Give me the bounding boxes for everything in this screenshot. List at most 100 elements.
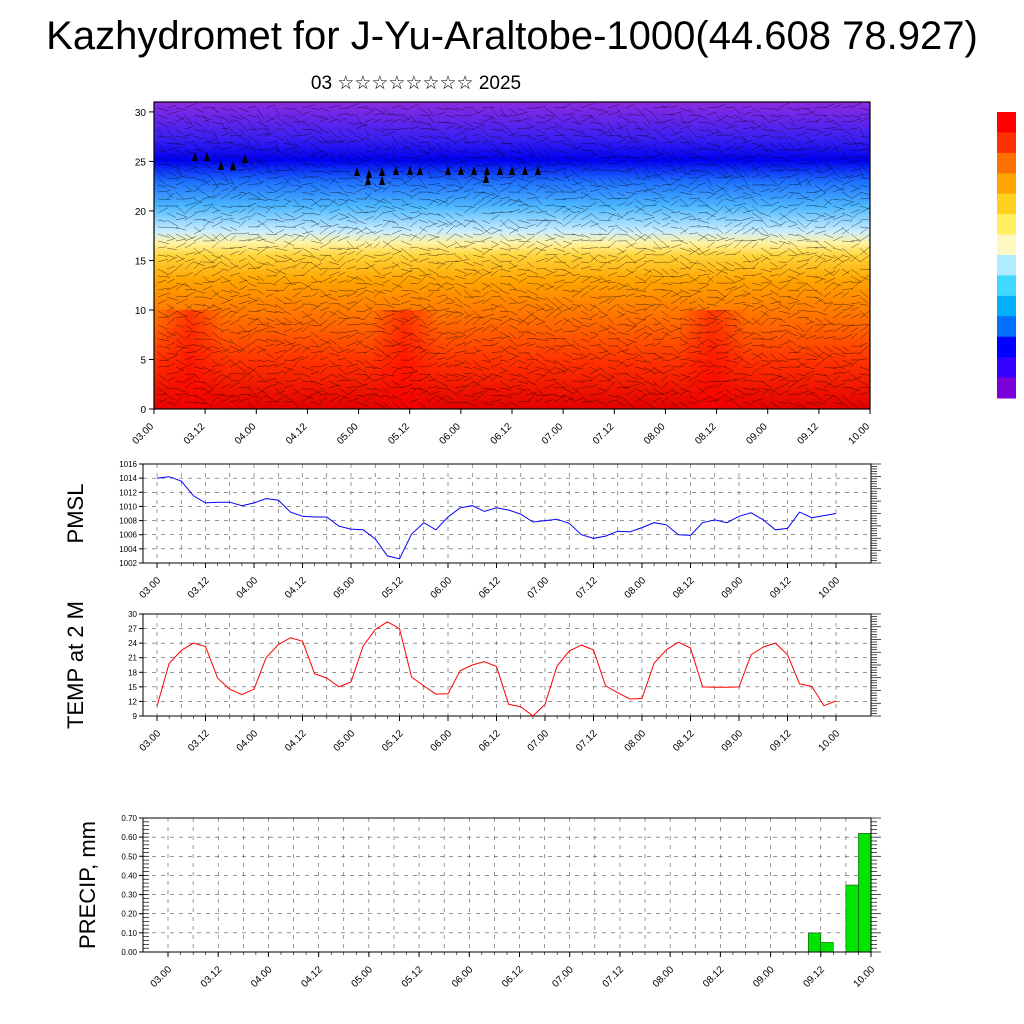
- y-tick-label: 0.40: [121, 871, 137, 880]
- x-tick-label: 03.12: [199, 964, 225, 990]
- x-tick-label: 07.00: [526, 728, 552, 754]
- colorbar-swatch: [997, 214, 1016, 236]
- y-axis-label: PRECIP, mm: [75, 821, 100, 949]
- cs-y-tick-label: 30: [135, 108, 147, 119]
- colorbar-swatch: [997, 316, 1016, 338]
- cs-x-tick-label: 03.12: [182, 421, 208, 447]
- cs-x-tick-label: 05.00: [335, 421, 361, 447]
- x-tick-label: 04.00: [249, 964, 275, 990]
- colorbar-swatch: [997, 234, 1016, 256]
- colorbar-swatch: [997, 377, 1016, 399]
- colorbar-swatch: [997, 152, 1016, 174]
- wind-arrowhead: [407, 166, 413, 175]
- x-tick-label: 05.12: [380, 728, 406, 754]
- y-tick-label: 27: [128, 625, 137, 634]
- cs-y-tick-label: 5: [140, 355, 146, 366]
- wind-arrowhead: [522, 166, 528, 175]
- colorbar-swatch: [997, 295, 1016, 317]
- colorbar-swatch: [997, 132, 1016, 154]
- wind-arrowhead: [379, 167, 385, 176]
- chart-title: Kazhydromet for J-Yu-Araltobe-1000(44.60…: [46, 14, 978, 58]
- x-tick-label: 07.12: [574, 575, 600, 601]
- y-tick-label: 12: [128, 697, 137, 706]
- cross-section-panel: 0 5 10 15 20 25 30 03.00 03.12 04.00 04.12 05.00 05.…: [131, 101, 872, 447]
- x-tick-label: 08.12: [671, 575, 697, 601]
- wind-arrowhead: [218, 161, 224, 170]
- panel-frame: [142, 817, 872, 953]
- wind-arrowhead: [393, 166, 399, 175]
- x-tick-label: 03.00: [138, 728, 164, 754]
- y-tick-label: 30: [128, 610, 137, 619]
- cs-y-tick-label: 10: [135, 306, 147, 317]
- y-tick-label: 0.10: [121, 929, 137, 938]
- colorbar-swatch: [997, 336, 1016, 358]
- wind-arrowhead: [509, 166, 515, 175]
- pmsl-line: [156, 476, 837, 560]
- y-tick-label: 0.20: [121, 910, 137, 919]
- x-tick-label: 03.00: [138, 575, 164, 601]
- precip-bar: [820, 942, 834, 953]
- y-tick-label: 0.50: [121, 852, 137, 861]
- warm-plume: [369, 310, 440, 409]
- cs-x-tick-label: 04.00: [233, 421, 259, 447]
- colorbar-swatch: [997, 193, 1016, 215]
- x-tick-label: 08.00: [623, 575, 649, 601]
- x-tick-label: 04.00: [235, 575, 261, 601]
- cs-y-tick-label: 25: [135, 157, 147, 168]
- x-tick-label: 10.00: [817, 728, 843, 754]
- x-tick-label: 08.12: [671, 728, 697, 754]
- wind-arrowhead: [483, 174, 489, 183]
- x-tick-label: 05.12: [380, 575, 406, 601]
- x-tick-label: 09.00: [720, 728, 746, 754]
- cross-section-field: [154, 102, 870, 409]
- y-tick-label: 0.60: [121, 833, 137, 842]
- x-tick-label: 07.12: [601, 964, 627, 990]
- x-tick-label: 07.00: [550, 964, 576, 990]
- wind-arrowhead: [471, 166, 477, 175]
- x-tick-label: 05.00: [332, 575, 358, 601]
- precip-bar: [808, 932, 822, 953]
- x-tick-label: 06.12: [477, 728, 503, 754]
- x-tick-label: 10.00: [852, 964, 878, 990]
- y-tick-label: 0.30: [121, 891, 137, 900]
- x-tick-label: 05.00: [350, 964, 376, 990]
- x-tick-label: 07.00: [526, 575, 552, 601]
- panel-frame: [142, 463, 872, 564]
- cs-y-tick-label: 0: [140, 405, 146, 416]
- precip-panel: 0.00 0.10 0.20 0.30 0.40 0.50 0.60 0.70 03.00 03.…: [75, 814, 881, 990]
- x-tick-label: 08.00: [623, 728, 649, 754]
- y-tick-label: 0.00: [121, 948, 137, 957]
- x-tick-label: 06.00: [450, 964, 476, 990]
- wind-arrowhead: [379, 176, 385, 185]
- x-tick-label: 04.00: [235, 728, 261, 754]
- wind-arrowhead: [458, 166, 464, 175]
- wind-arrowhead: [192, 152, 198, 161]
- precip-bar: [845, 884, 859, 953]
- x-tick-label: 05.12: [400, 964, 426, 990]
- x-tick-label: 04.12: [283, 728, 309, 754]
- wind-vectors: [157, 102, 870, 409]
- cs-x-tick-label: 08.12: [693, 421, 719, 447]
- wind-arrowhead: [497, 166, 503, 175]
- colorbar: [997, 112, 1016, 399]
- x-tick-label: 09.00: [751, 964, 777, 990]
- x-tick-label: 07.12: [574, 728, 600, 754]
- cs-y-tick-label: 20: [135, 207, 147, 218]
- y-tick-label: 1010: [119, 502, 137, 511]
- cs-x-tick-label: 07.12: [591, 421, 617, 447]
- x-tick-label: 06.00: [429, 728, 455, 754]
- y-axis-label: PMSL: [63, 484, 88, 544]
- x-tick-label: 03.00: [149, 964, 175, 990]
- x-tick-label: 09.00: [720, 575, 746, 601]
- x-tick-label: 08.12: [701, 964, 727, 990]
- wind-arrowhead: [365, 176, 371, 185]
- cs-x-tick-label: 03.00: [131, 421, 157, 447]
- x-tick-label: 09.12: [801, 964, 827, 990]
- pmsl-panel: 1002 1004 1006 1008 1010 1012 1014 1016 03.00 03.…: [63, 460, 881, 601]
- wind-arrowhead: [445, 166, 451, 175]
- cs-x-tick-label: 08.00: [642, 421, 668, 447]
- y-tick-label: 0.70: [121, 814, 137, 823]
- cs-y-tick-label: 15: [135, 256, 147, 267]
- wind-arrowhead: [417, 166, 423, 175]
